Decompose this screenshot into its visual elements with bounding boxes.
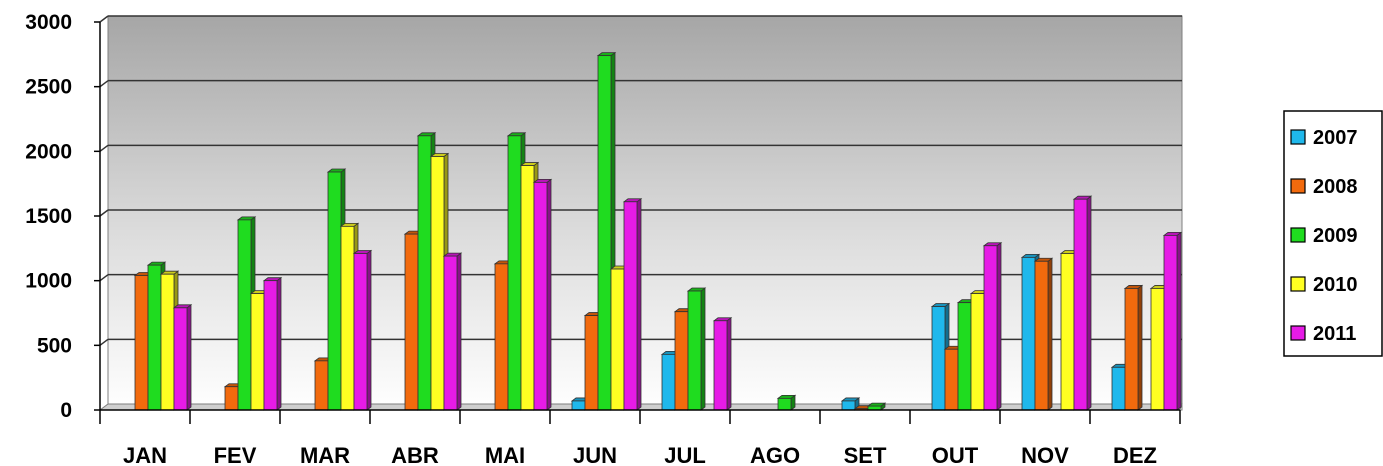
bar-2011-JAN [172, 304, 193, 411]
bar-2011-OUT [982, 241, 1003, 411]
legend-swatch [1290, 227, 1306, 243]
bar-2011-NOV [1072, 195, 1093, 411]
y-tick-label: 500 [37, 334, 72, 357]
legend-swatch [1290, 325, 1306, 341]
legend-swatch [1290, 178, 1306, 194]
bar-2011-FEV [262, 276, 283, 411]
x-tick-label: NOV [1021, 443, 1069, 466]
x-tick-label: JAN [123, 443, 167, 466]
bar-2009-SET [866, 402, 887, 411]
legend-label: 2007 [1313, 127, 1358, 149]
gridline-2500-side [99, 80, 109, 88]
bar-2009-JUL [686, 287, 707, 411]
legend: 2007 2008 2009 2010 2011 [1283, 110, 1383, 357]
x-axis-category-labels: JAN FEV MAR ABR MAI JUN JUL AGO SET OUT NOV DEZ [123, 443, 1157, 466]
bar-2008-DEZ [1123, 284, 1144, 411]
bar-2011-ABR [442, 252, 463, 411]
axes [94, 21, 1181, 424]
legend-item-2011: 2011 [1290, 323, 1356, 345]
x-tick-label: AGO [750, 443, 800, 466]
legend-item-2009: 2009 [1290, 225, 1358, 247]
bar-2011-MAR [352, 249, 373, 411]
legend-label: 2009 [1313, 225, 1358, 247]
plot-back-wall [107, 15, 1183, 411]
bars [133, 51, 1183, 411]
gridline-500-side [99, 338, 109, 346]
gridline-2000-side [99, 144, 109, 152]
bar-2011-MAI [532, 178, 553, 411]
x-tick-label: JUL [664, 443, 706, 466]
bar-2011-DEZ [1162, 231, 1183, 411]
x-tick-label: MAR [300, 443, 350, 466]
plot-area [98, 15, 1183, 411]
x-tick-label: SET [844, 443, 887, 466]
gridline-1000-side [99, 274, 109, 282]
bar-2009-AGO [776, 394, 797, 411]
x-tick-label: OUT [932, 443, 979, 466]
bar-2011-JUN [622, 197, 643, 411]
x-tick-label: ABR [391, 443, 439, 466]
legend-item-2007: 2007 [1290, 127, 1358, 149]
y-axis-tick-labels: 0 500 1000 1500 2000 2500 3000 [25, 11, 72, 422]
gridline-3000-side [99, 15, 109, 23]
legend-swatch [1290, 129, 1306, 145]
x-tick-label: FEV [214, 443, 257, 466]
y-tick-label: 0 [60, 399, 72, 422]
x-tick-label: DEZ [1113, 443, 1157, 466]
legend-item-2008: 2008 [1290, 176, 1358, 198]
y-tick-label: 1000 [25, 270, 72, 293]
y-tick-label: 2000 [25, 140, 72, 163]
legend-item-2010: 2010 [1290, 274, 1358, 296]
y-tick-label: 2500 [25, 76, 72, 99]
x-tick-label: MAI [485, 443, 525, 466]
bar-2008-NOV [1033, 257, 1054, 411]
legend-swatch [1290, 276, 1306, 292]
y-tick-label: 1500 [25, 205, 72, 228]
gridline-1500-side [99, 209, 109, 217]
gridlines [99, 15, 1182, 346]
x-tick-label: JUN [573, 443, 617, 466]
legend-label: 2011 [1313, 323, 1356, 345]
y-tick-label: 3000 [25, 11, 72, 34]
legend-label: 2008 [1313, 176, 1358, 198]
legend-label: 2010 [1313, 274, 1358, 296]
bar-2011-JUL [712, 316, 733, 411]
